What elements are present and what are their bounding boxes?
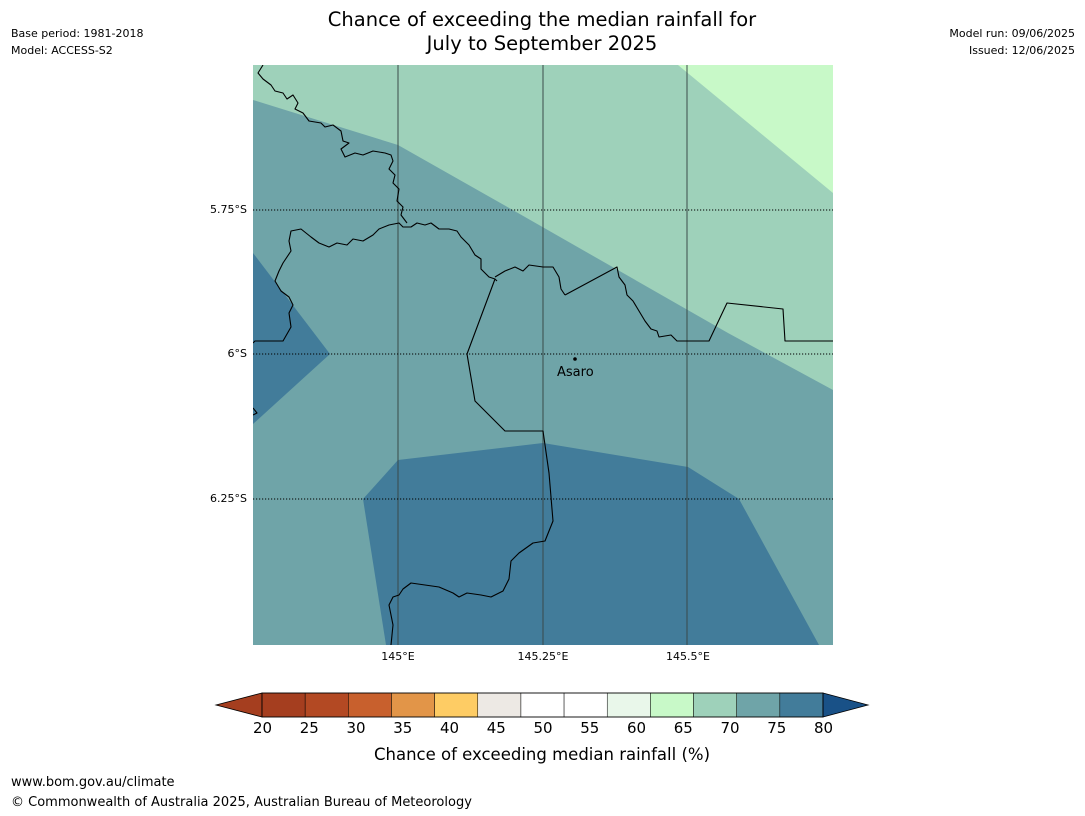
lon-tick-label: 145°E	[381, 650, 415, 663]
colorbar-tick-label: 30	[346, 719, 366, 737]
map-title: Chance of exceeding the median rainfall …	[242, 8, 842, 56]
colorbar-tick-label: 50	[533, 719, 553, 737]
lon-tick-label: 145.25°E	[517, 650, 569, 663]
colorbar-segments	[261, 692, 824, 718]
colorbar-high-extend	[822, 692, 870, 718]
lat-tick-label: 6°S	[227, 347, 247, 360]
colorbar-segment	[261, 692, 306, 718]
lat-tick-label: 6.25°S	[210, 492, 247, 505]
colorbar-segment	[477, 692, 522, 718]
footer-url[interactable]: www.bom.gov.au/climate	[11, 775, 175, 790]
colorbar-segment	[606, 692, 651, 718]
colorbar-segment	[779, 692, 824, 718]
issued-date: Issued: 12/06/2025	[968, 44, 1075, 57]
colorbar-tick-label: 55	[580, 719, 600, 737]
colorbar-segment	[650, 692, 694, 718]
colorbar-tick-label: 40	[439, 719, 460, 737]
asaro-marker	[573, 357, 577, 361]
lon-tick-label: 145.5°E	[666, 650, 710, 663]
colorbar-outline	[261, 692, 824, 718]
footer-copyright: © Commonwealth of Australia 2025, Austra…	[11, 795, 472, 810]
colorbar-segment	[391, 692, 435, 718]
meridian-lines	[397, 65, 688, 645]
colorbar-tick-label: 80	[813, 719, 834, 737]
probability-zone-65-70	[253, 65, 833, 390]
colorbar-segment	[563, 692, 608, 718]
colorbar-title: Chance of exceeding median rainfall (%)	[373, 745, 711, 764]
colorbar-segment	[693, 692, 737, 718]
colorbar-tick-label: 75	[767, 719, 787, 737]
colorbar-tick-label: 25	[299, 719, 319, 737]
province-borders	[253, 65, 833, 645]
parallel-lines	[253, 209, 833, 500]
colorbar-segment	[348, 692, 392, 718]
colorbar-tick-label: 20	[252, 719, 273, 737]
colorbar-tick-label: 65	[673, 719, 693, 737]
colorbar-tick-label: 35	[393, 719, 413, 737]
title-line-2: July to September 2025	[426, 32, 658, 55]
colorbar-tick-label: 45	[486, 719, 506, 737]
place-label-asaro: Asaro	[557, 365, 594, 380]
colorbar-segment	[434, 692, 479, 718]
colorbar-segment	[520, 692, 565, 718]
probability-zone-60-65	[678, 65, 833, 193]
colorbar-segment	[736, 692, 781, 718]
base-period: Base period: 1981-2018	[11, 27, 144, 40]
colorbar	[214, 692, 870, 718]
forecast-map	[253, 65, 833, 645]
probability-zone-75-80-west	[253, 253, 330, 424]
colorbar-tick-label: 70	[720, 719, 740, 737]
lat-tick-label: 5.75°S	[210, 203, 247, 216]
colorbar-tick-label: 60	[626, 719, 647, 737]
model-name: Model: ACCESS-S2	[11, 44, 113, 57]
title-line-1: Chance of exceeding the median rainfall …	[327, 8, 757, 31]
colorbar-segment	[304, 692, 349, 718]
model-run: Model run: 09/06/2025	[949, 27, 1075, 40]
colorbar-low-extend	[214, 692, 263, 718]
